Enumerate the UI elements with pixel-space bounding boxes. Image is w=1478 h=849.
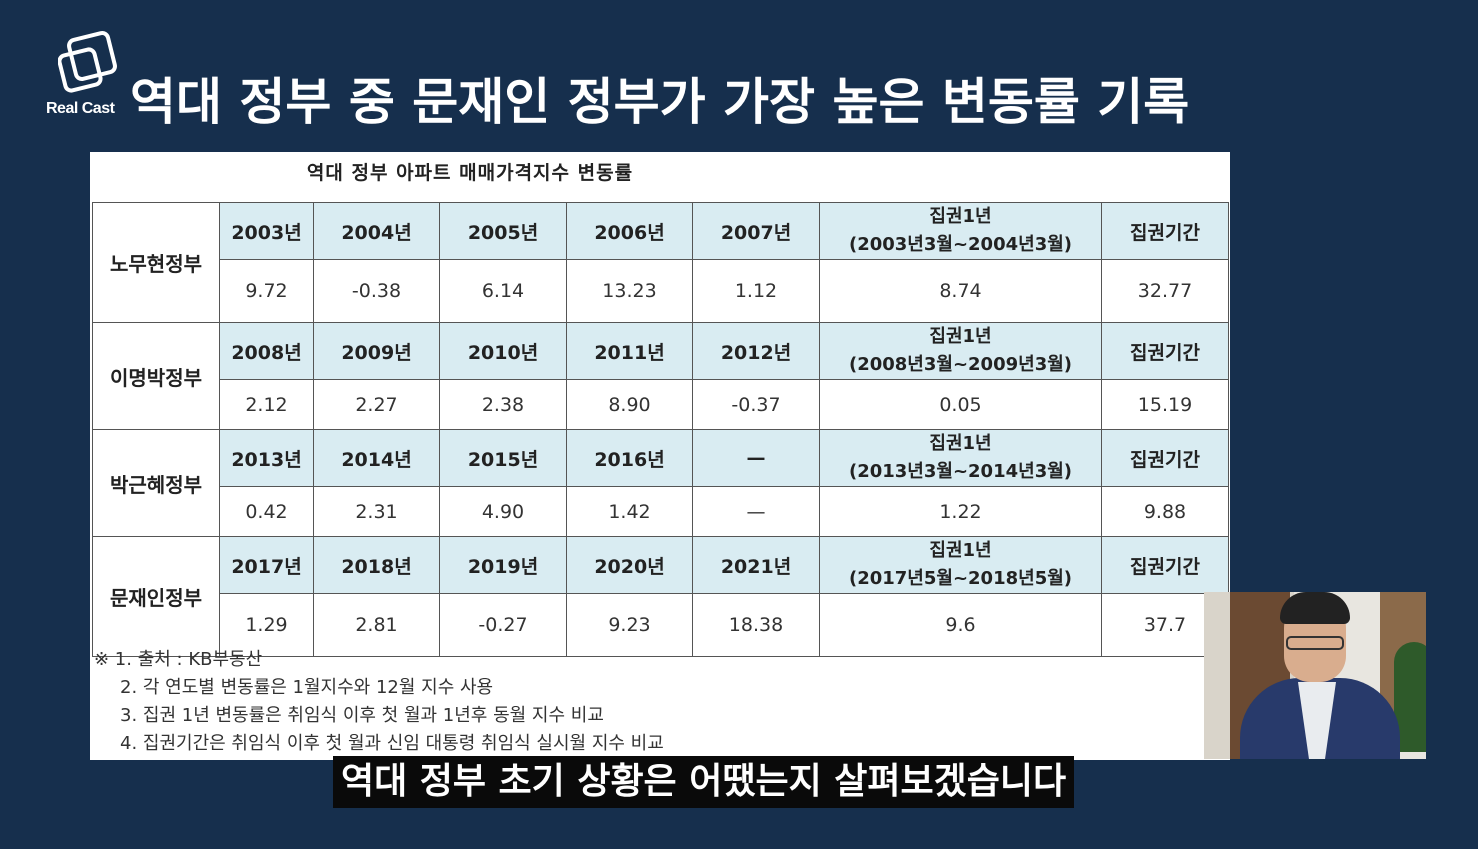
term-value-cell: 32.77 — [1101, 259, 1229, 323]
first-year-value-cell: 0.05 — [819, 379, 1102, 430]
term-value-cell: 9.88 — [1101, 486, 1229, 537]
year-header-cell: 2011년 — [566, 322, 693, 380]
value-cell: 2.38 — [439, 379, 567, 430]
term-header-cell: 집권기간 — [1101, 536, 1229, 594]
year-header-cell: 2009년 — [313, 322, 440, 380]
year-header-cell: 2007년 — [692, 202, 820, 260]
value-row: 2.12 2.27 2.38 8.90 -0.37 0.05 15.19 — [93, 379, 1229, 430]
realcast-logo: Real Cast — [46, 30, 130, 122]
presenter-video — [1204, 592, 1426, 759]
term-header-cell: 집권기간 — [1101, 322, 1229, 380]
headline: 역대 정부 중 문재인 정부가 가장 높은 변동률 기록 — [130, 73, 1190, 131]
footnotes: ※ 1. 출처 : KB부동산 2. 각 연도별 변동률은 1월지수와 12월 … — [94, 646, 664, 758]
table-title: 역대 정부 아파트 매매가격지수 변동률 — [306, 162, 634, 184]
value-cell: 9.23 — [566, 593, 693, 657]
value-cell: 18.38 — [692, 593, 820, 657]
first-year-header-cell: 집권1년 (2013년3월~2014년3월) — [819, 429, 1102, 487]
year-header-cell: 2005년 — [439, 202, 567, 260]
presenter-hair — [1280, 592, 1350, 624]
year-header-cell: 2014년 — [313, 429, 440, 487]
value-cell: 0.42 — [219, 486, 314, 537]
value-cell: 4.90 — [439, 486, 567, 537]
year-header-cell: 2017년 — [219, 536, 314, 594]
value-cell: 8.90 — [566, 379, 693, 430]
value-cell: -0.27 — [439, 593, 567, 657]
value-cell: 2.31 — [313, 486, 440, 537]
first-year-period: (2008년3월~2009년3월) — [848, 354, 1073, 375]
value-cell: 2.12 — [219, 379, 314, 430]
value-cell: 2.27 — [313, 379, 440, 430]
government-name: 문재인정부 — [92, 536, 220, 657]
year-header-cell: 2006년 — [566, 202, 693, 260]
year-header-cell: 2021년 — [692, 536, 820, 594]
value-cell: 1.12 — [692, 259, 820, 323]
first-year-header-cell: 집권1년 (2003년3월~2004년3월) — [819, 202, 1102, 260]
year-header-cell: 2013년 — [219, 429, 314, 487]
year-header-row: 노무현정부 2003년 2004년 2005년 2006년 2007년 집권1년 (2003년… — [92, 202, 1229, 323]
first-year-value-cell: 8.74 — [819, 259, 1102, 323]
year-header-cell: 2008년 — [219, 322, 314, 380]
year-header-cell: 2016년 — [566, 429, 693, 487]
first-year-label: 집권1년 — [929, 326, 992, 347]
first-year-value-cell: 1.22 — [819, 486, 1102, 537]
value-cell: 13.23 — [566, 259, 693, 323]
year-header-cell: 2018년 — [313, 536, 440, 594]
first-year-value-cell: 9.6 — [819, 593, 1102, 657]
value-cell: 9.72 — [219, 259, 314, 323]
first-year-period: (2003년3월~2004년3월) — [848, 234, 1073, 255]
value-row: 0.42 2.31 4.90 1.42—1.22 9.88 — [93, 486, 1229, 537]
year-header-row: 문재인정부 2017년 2018년 2019년 2020년 2021년 집권1년 (2017년… — [92, 536, 1229, 657]
first-year-period: (2013년3월~2014년3월) — [848, 461, 1073, 482]
first-year-label: 집권1년 — [929, 433, 992, 454]
year-header-cell: 2015년 — [439, 429, 567, 487]
document-slide: 역대 정부 아파트 매매가격지수 변동률 노무현정부 2003년 2004년 2005… — [90, 152, 1230, 760]
government-name: 박근혜정부 — [92, 429, 220, 537]
value-cell: — — [692, 486, 820, 537]
footnote: ※ 1. 출처 : KB부동산 — [94, 649, 263, 670]
value-cell: 1.29 — [219, 593, 314, 657]
value-cell: 2.81 — [313, 593, 440, 657]
first-year-label: 집권1년 — [929, 540, 992, 561]
year-header-cell: 2012년 — [692, 322, 820, 380]
year-header-cell: — — [692, 429, 820, 487]
caption-subtitle: 역대 정부 초기 상황은 어땠는지 살펴보겠습니다 — [333, 756, 1075, 808]
government-name: 이명박정부 — [92, 322, 220, 430]
value-cell: -0.38 — [313, 259, 440, 323]
value-cell: 6.14 — [439, 259, 567, 323]
logo-mark-icon — [58, 31, 117, 93]
year-header-row: 이명박정부 2008년 2009년 2010년 2011년 2012년 집권1년 (2008년… — [92, 322, 1229, 430]
first-year-label: 집권1년 — [929, 206, 992, 227]
term-header-cell: 집권기간 — [1101, 429, 1229, 487]
year-header-cell: 2020년 — [566, 536, 693, 594]
footnote: 2. 각 연도별 변동률은 1월지수와 12월 지수 사용 — [120, 677, 494, 698]
glasses-icon — [1286, 636, 1344, 650]
first-year-period: (2017년5월~2018년5월) — [848, 568, 1073, 589]
value-cell: 1.42 — [566, 486, 693, 537]
year-header-row: 박근혜정부 2013년 2014년 2015년 2016년 — 집권1년 (2013년3월~2… — [92, 429, 1229, 537]
first-year-header-cell: 집권1년 (2017년5월~2018년5월) — [819, 536, 1102, 594]
first-year-header-cell: 집권1년 (2008년3월~2009년3월) — [819, 322, 1102, 380]
government-name: 노무현정부 — [92, 202, 220, 323]
year-header-cell: 2003년 — [219, 202, 314, 260]
value-row: 9.72 -0.38 6.14 13.23 1.12 8.74 32.77 — [93, 259, 1229, 323]
year-header-cell: 2004년 — [313, 202, 440, 260]
term-header-cell: 집권기간 — [1101, 202, 1229, 260]
value-cell: -0.37 — [692, 379, 820, 430]
year-header-cell: 2019년 — [439, 536, 567, 594]
footnote: 3. 집권 1년 변동률은 취임식 이후 첫 월과 1년후 동월 지수 비교 — [120, 705, 604, 726]
term-value-cell: 15.19 — [1101, 379, 1229, 430]
price-change-table: 노무현정부 2003년 2004년 2005년 2006년 2007년 집권1년 (2003년… — [92, 202, 1229, 657]
logo-text: Real Cast — [46, 100, 115, 117]
footnote: 4. 집권기간은 취임식 이후 첫 월과 신임 대통령 취임식 실시월 지수 비… — [120, 733, 664, 754]
year-header-cell: 2010년 — [439, 322, 567, 380]
value-row: 1.29 2.81 -0.27 9.23 18.38 9.6 37.7 — [93, 593, 1229, 657]
